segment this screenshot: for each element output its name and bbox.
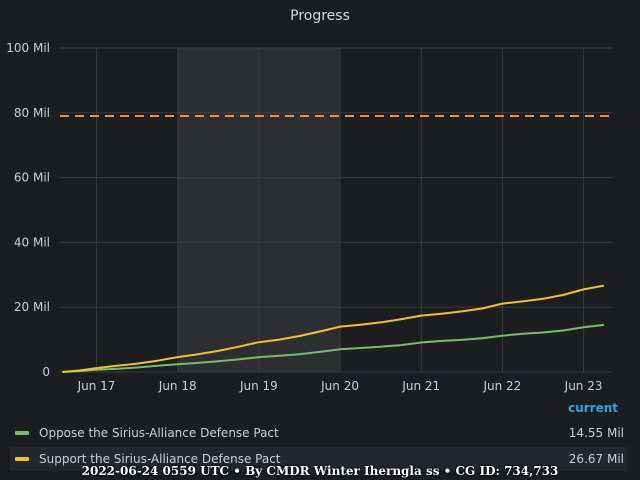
x-tick-label: Jun 22 — [482, 379, 521, 393]
y-tick-label: 20 Mil — [14, 300, 50, 314]
legend-item-oppose[interactable]: Oppose the Sirius-Alliance Defense Pact … — [10, 421, 627, 445]
series-line-oppose — [62, 323, 605, 373]
y-tick-label: 80 Mil — [14, 106, 50, 120]
legend-current-value: 26.67 Mil — [568, 452, 624, 466]
legend-label: Oppose the Sirius-Alliance Defense Pact — [39, 426, 279, 440]
y-tick-label: 100 Mil — [6, 41, 50, 55]
chart-plot[interactable]: 0 20 Mil 40 Mil 60 Mil 80 Mil 100 Mil Jun 17 J… — [0, 0, 640, 400]
y-tick-label: 40 Mil — [14, 235, 50, 249]
panel-title: Progress — [290, 8, 350, 24]
legend-swatch-support — [15, 457, 29, 461]
legend-column-header[interactable]: current — [568, 401, 618, 415]
x-tick-label: Jun 18 — [158, 379, 197, 393]
legend-label: Support the Sirius-Alliance Defense Pact — [39, 452, 281, 466]
legend-item-support[interactable]: Support the Sirius-Alliance Defense Pact… — [10, 447, 627, 471]
x-tick-label: Jun 19 — [239, 379, 278, 393]
x-tick-label: Jun 21 — [401, 379, 440, 393]
legend-swatch-oppose — [15, 431, 29, 435]
footer-credits: 2022-06-24 0559 UTC • By CMDR Winter Ihe… — [81, 464, 559, 478]
x-tick-label: Jun 20 — [320, 379, 359, 393]
y-tick-label: 0 — [42, 365, 50, 379]
legend-current-value: 14.55 Mil — [568, 426, 624, 440]
series-line-support — [62, 284, 605, 373]
x-tick-label: Jun 23 — [564, 379, 603, 393]
y-tick-label: 60 Mil — [14, 171, 50, 185]
x-tick-label: Jun 17 — [77, 379, 116, 393]
